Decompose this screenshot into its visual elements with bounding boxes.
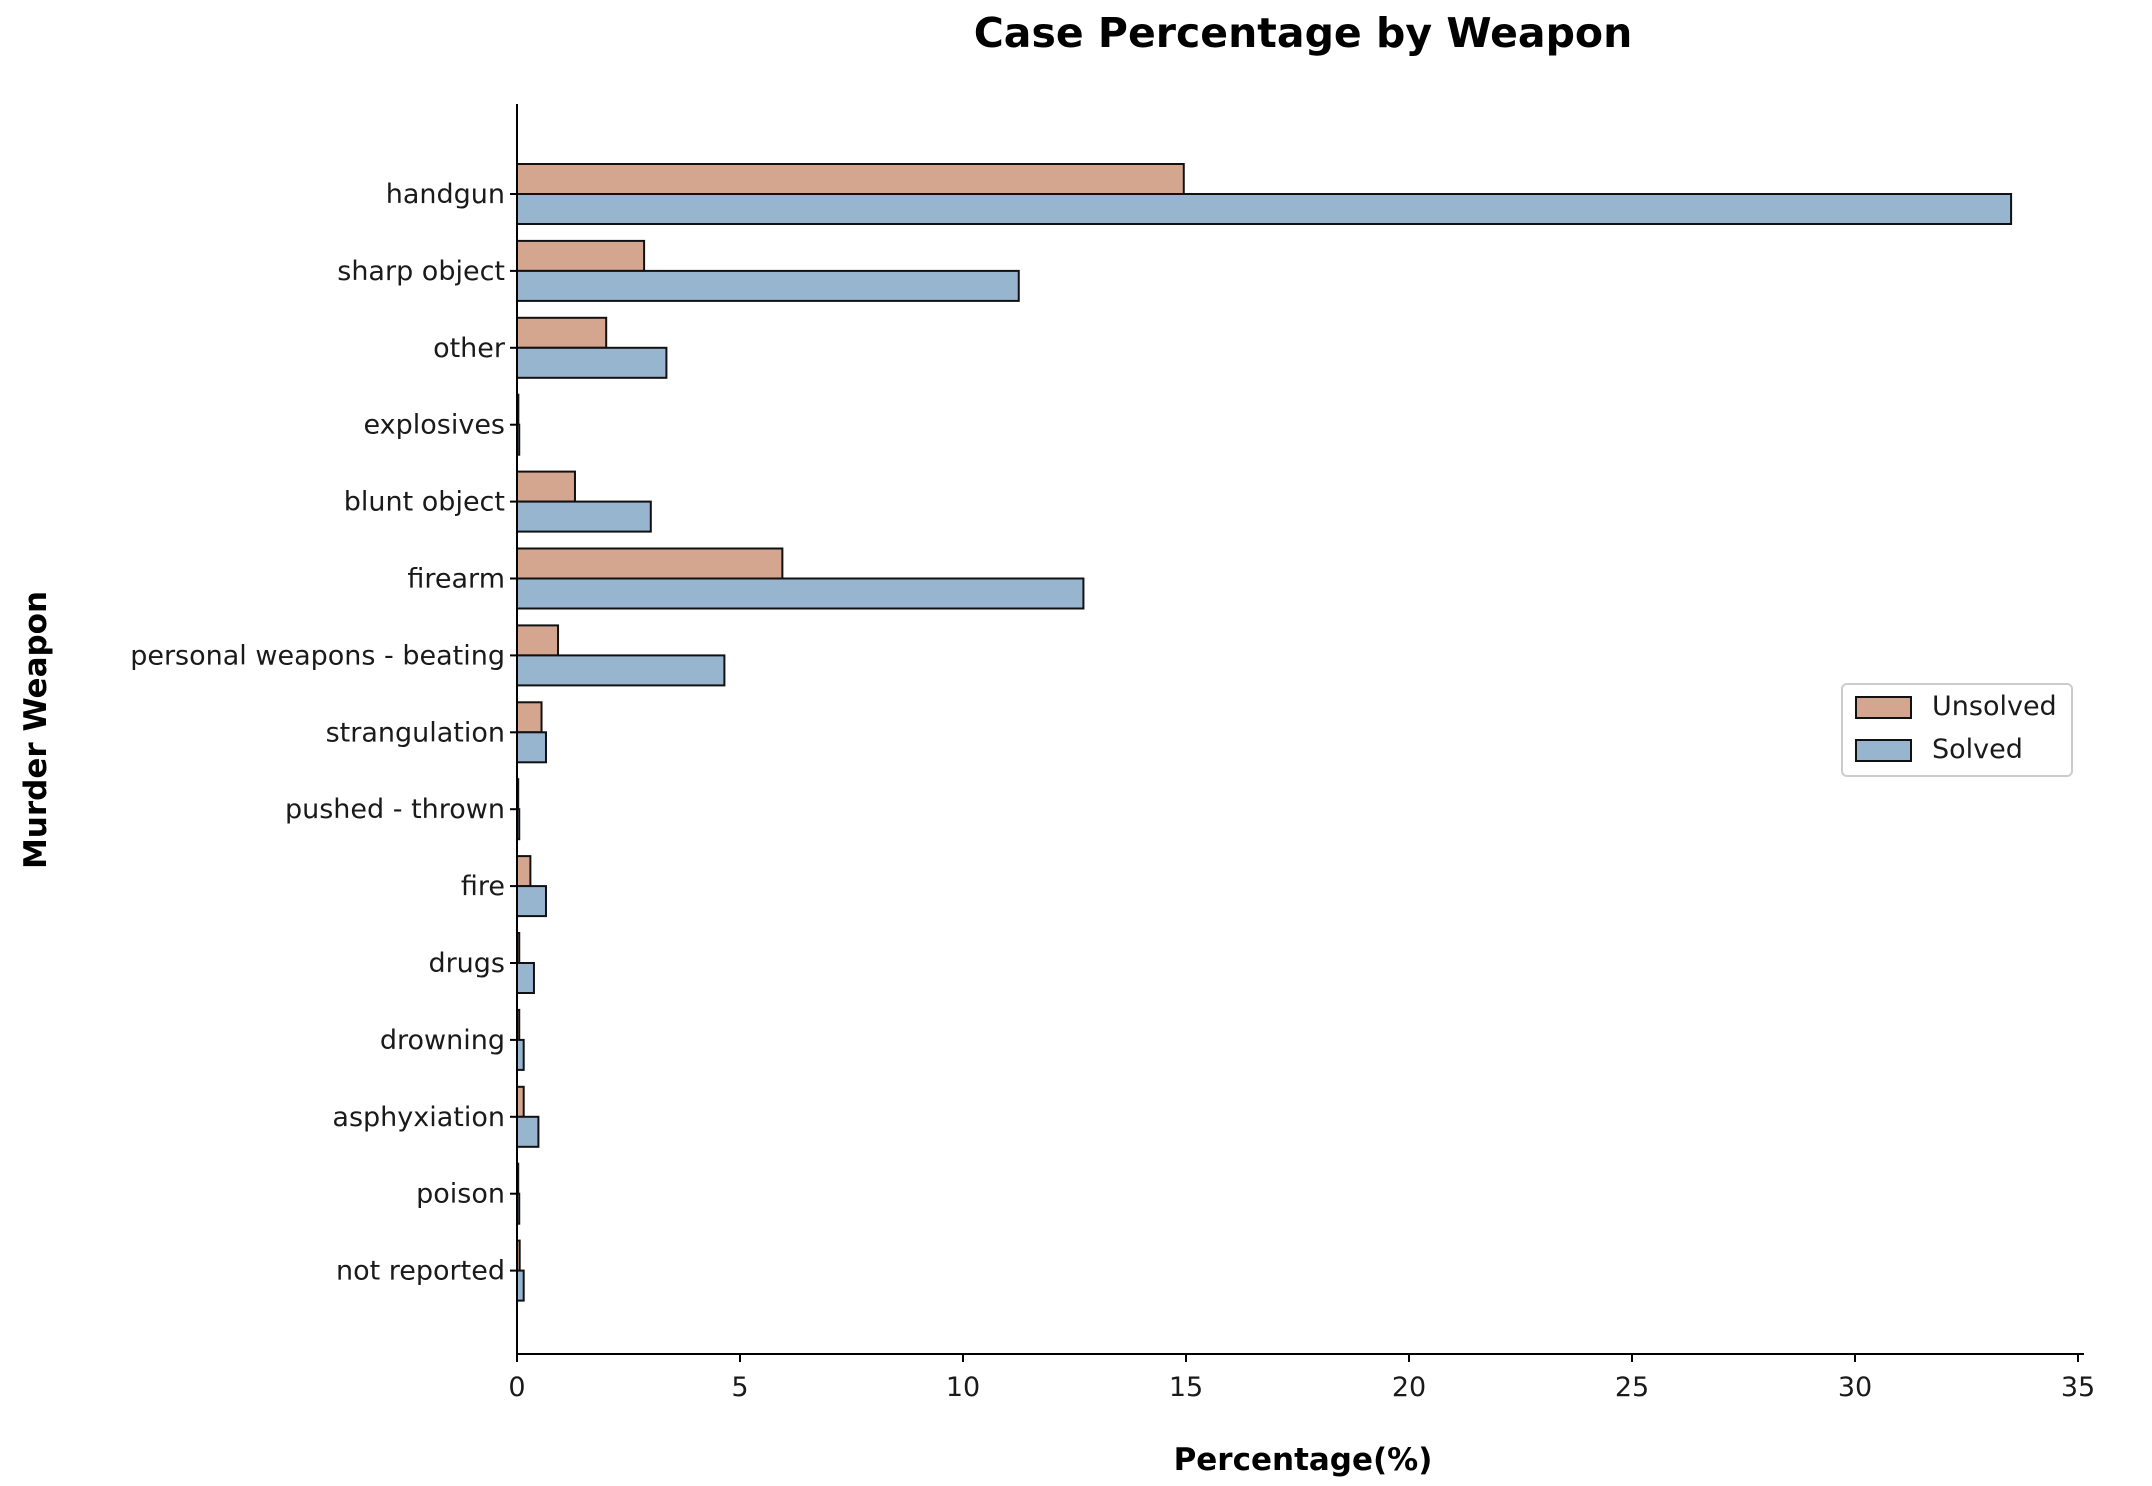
y-tick-label: drowning bbox=[380, 1025, 505, 1056]
bar-solved-0 bbox=[516, 193, 2013, 225]
legend: Unsolved Solved bbox=[1841, 683, 2073, 777]
bar-solved-1 bbox=[516, 269, 1020, 302]
chart-title: Case Percentage by Weapon bbox=[974, 9, 1633, 57]
legend-swatch-solved bbox=[1855, 739, 1912, 762]
y-tick-label: pushed - thrown bbox=[285, 794, 505, 825]
x-tick-label: 15 bbox=[1169, 1372, 1203, 1403]
y-axis-title: Murder Weapon bbox=[18, 591, 54, 869]
legend-label-solved: Solved bbox=[1932, 734, 2023, 765]
bar-unsolved-4 bbox=[516, 470, 576, 503]
bar-solved-7 bbox=[516, 731, 547, 764]
bar-unsolved-6 bbox=[516, 624, 560, 657]
bar-solved-6 bbox=[516, 654, 726, 687]
y-tick-label: not reported bbox=[336, 1256, 505, 1287]
legend-label-unsolved: Unsolved bbox=[1932, 691, 2057, 722]
y-tick-label: drugs bbox=[428, 948, 505, 979]
x-tick-label: 20 bbox=[1392, 1372, 1426, 1403]
bar-unsolved-1 bbox=[516, 239, 646, 272]
x-axis-title: Percentage(%) bbox=[1174, 1442, 1433, 1478]
bar-solved-14 bbox=[516, 1269, 525, 1302]
bar-solved-10 bbox=[516, 962, 535, 994]
bar-unsolved-0 bbox=[516, 163, 1185, 195]
y-tick-label: poison bbox=[416, 1179, 505, 1210]
x-tick-label: 25 bbox=[1615, 1372, 1649, 1403]
bar-solved-9 bbox=[516, 885, 547, 918]
y-tick-label: handgun bbox=[386, 179, 505, 210]
bar-unsolved-9 bbox=[516, 855, 532, 888]
bar-solved-2 bbox=[516, 346, 668, 379]
x-tick-label: 0 bbox=[508, 1372, 525, 1403]
y-tick-label: personal weapons - beating bbox=[130, 640, 505, 671]
bar-solved-5 bbox=[516, 577, 1085, 610]
bar-unsolved-5 bbox=[516, 547, 784, 580]
bar-solved-11 bbox=[516, 1038, 525, 1071]
y-tick-label: sharp object bbox=[337, 256, 505, 287]
y-ticks-group: handgun sharp object other explosives blunt … bbox=[130, 179, 517, 1287]
bars-group bbox=[516, 163, 2013, 1302]
legend-swatch-unsolved bbox=[1855, 696, 1912, 719]
y-tick-label: fire bbox=[461, 871, 505, 902]
y-tick-label: strangulation bbox=[326, 717, 505, 748]
x-tick-label: 10 bbox=[946, 1372, 980, 1403]
bar-solved-12 bbox=[516, 1115, 540, 1148]
x-tick-label: 35 bbox=[2061, 1372, 2095, 1403]
y-tick-label: blunt object bbox=[344, 487, 505, 518]
x-tick-label: 5 bbox=[731, 1372, 748, 1403]
bar-unsolved-12 bbox=[516, 1085, 525, 1118]
y-tick-label: asphyxiation bbox=[332, 1102, 505, 1133]
y-tick-label: other bbox=[433, 333, 506, 364]
y-tick-label: firearm bbox=[407, 564, 505, 595]
bar-unsolved-2 bbox=[516, 316, 608, 349]
bar-solved-4 bbox=[516, 500, 652, 533]
x-ticks-group: 0 5 10 15 20 25 30 35 bbox=[508, 1354, 2095, 1403]
y-tick-label: explosives bbox=[364, 410, 506, 441]
x-tick-label: 30 bbox=[1838, 1372, 1872, 1403]
bar-unsolved-7 bbox=[516, 701, 543, 734]
